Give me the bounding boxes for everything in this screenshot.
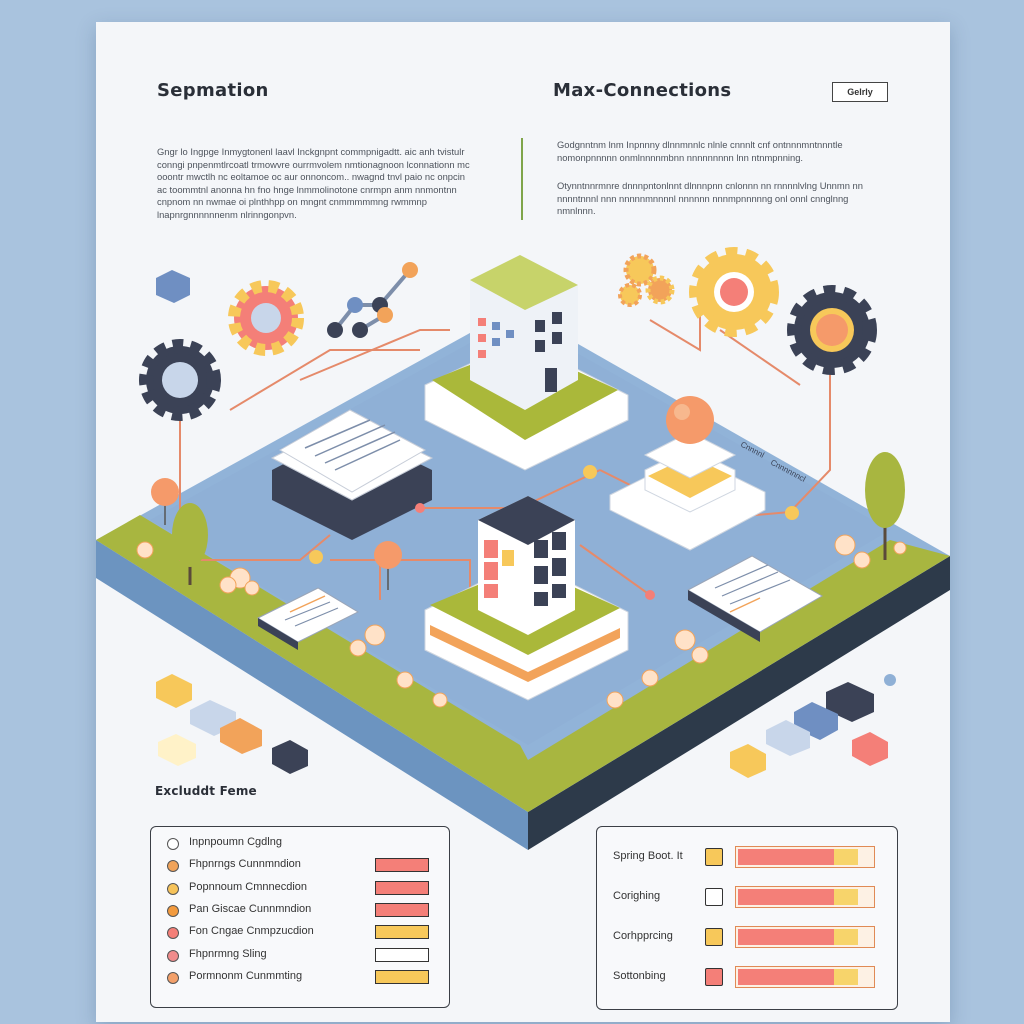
gear-cluster-icon: [618, 253, 675, 307]
legend-item: Popnnoum Cmnnecdion: [151, 880, 449, 896]
intro-left-paragraph: Gngr lo Ingpge Inmygtonenl laavl Inckgnp…: [157, 146, 470, 220]
level-fill: [738, 849, 834, 865]
panel-row-level-bar: [735, 966, 875, 988]
level-fill: [738, 929, 834, 945]
level-tail: [834, 849, 858, 865]
building-top: [424, 255, 629, 471]
legend-color-bar: [375, 947, 429, 962]
panel-row-level-bar: [735, 886, 875, 908]
legend-panel: Inpnpoumn Cgdlng Fhpnrngs Cunnmndion Popnn…: [150, 826, 450, 1008]
server-platform-right: [609, 396, 766, 551]
legend-item: Fhpnrmng Sling: [151, 947, 449, 963]
legend-color-bar: [375, 902, 429, 917]
tree-left: [172, 503, 208, 585]
level-fill: [738, 969, 834, 985]
left-title: Sepmation: [157, 80, 269, 101]
legend-dot: [167, 949, 179, 962]
flowers: [136, 534, 907, 709]
panel-row-level-bar: [735, 846, 875, 868]
gear-icon-yellow: [689, 247, 779, 337]
scattered-blocks: [156, 270, 896, 778]
legend-item: Fon Cngae Cnmpzucdion: [151, 924, 449, 940]
legend-item: Pan Giscae Cunnmndion: [151, 902, 449, 918]
legend-item-label: Popnnoum Cmnnecdion: [189, 880, 308, 893]
legend-item-label: Fhpnrmng Sling: [189, 947, 267, 960]
document-card-right: [686, 555, 824, 642]
legend-item-label: Pormnonm Cunmmting: [189, 969, 303, 982]
panel-row-label: Corhpprcing: [613, 930, 673, 942]
gear-icon-dark-left: [139, 339, 221, 421]
legend-color-bar: [375, 880, 429, 895]
column-divider: [521, 138, 523, 220]
panel-row-label: Corighing: [613, 890, 661, 902]
panel-row-swatch: [705, 968, 723, 986]
board-side-left: [96, 540, 528, 850]
header-tag: Gelrly: [832, 82, 888, 102]
panel-row-label: Sottonbing: [613, 970, 666, 982]
intro-right-paragraph-2: Otynntnnrmnre dnnnpntonlnnt dlnnnpnn cnl…: [557, 180, 863, 216]
legend-dot: [167, 860, 179, 873]
level-fill: [738, 889, 834, 905]
legend-color-bar: [375, 925, 429, 940]
right-panel: Spring Boot. It Corighing Corhpprcing Sotto…: [596, 826, 898, 1010]
tree-right: [865, 452, 905, 560]
grass-strip-left: [96, 515, 528, 812]
gear-icon-coral: [228, 280, 304, 356]
intro-right-paragraph-1: Godgnntnm lnm Inpnnny dlnnmnnlc nlnle cn…: [557, 139, 843, 163]
legend-dot: [167, 971, 179, 984]
legend-dot: [167, 904, 179, 917]
legend-item-label: Fon Cngae Cnmpzucdion: [189, 925, 314, 938]
document-card-left: [256, 587, 360, 650]
level-tail: [834, 969, 858, 985]
legend-item-label: Inpnpoumn Cgdlng: [189, 836, 282, 848]
legend-item-label: Fhpnrngs Cunnmndion: [189, 858, 301, 871]
legend-dot: [167, 838, 179, 850]
board-side-right: [528, 556, 950, 850]
grass-strip-right: [528, 540, 950, 812]
panel-row-swatch: [705, 848, 723, 866]
level-tail: [834, 929, 858, 945]
legend-item: Inpnpoumn Cgdlng: [151, 835, 449, 851]
level-tail: [834, 889, 858, 905]
legend-dot: [167, 927, 179, 940]
right-title: Max-Connections: [553, 80, 732, 101]
node-chain-icon: [327, 262, 418, 338]
legend-color-bar: [375, 858, 429, 873]
pin-markers: [151, 465, 799, 600]
gear-icon-dark-right: [787, 285, 877, 375]
legend-item-label: Pan Giscae Cunnmndion: [189, 902, 312, 915]
document-stack-left: [270, 409, 434, 540]
legend-heading: Excluddt Feme: [155, 784, 257, 798]
panel-row-swatch: [705, 928, 723, 946]
legend-dot: [167, 882, 179, 895]
legend-item: Fhpnrngs Cunnmndion: [151, 857, 449, 873]
panel-row-level-bar: [735, 926, 875, 948]
building-center: [424, 496, 629, 701]
legend-color-bar: [375, 969, 429, 984]
panel-row-swatch: [705, 888, 723, 906]
legend-item: Pormnonm Cunmmting: [151, 969, 449, 985]
panel-row-label: Spring Boot. It: [613, 850, 683, 862]
